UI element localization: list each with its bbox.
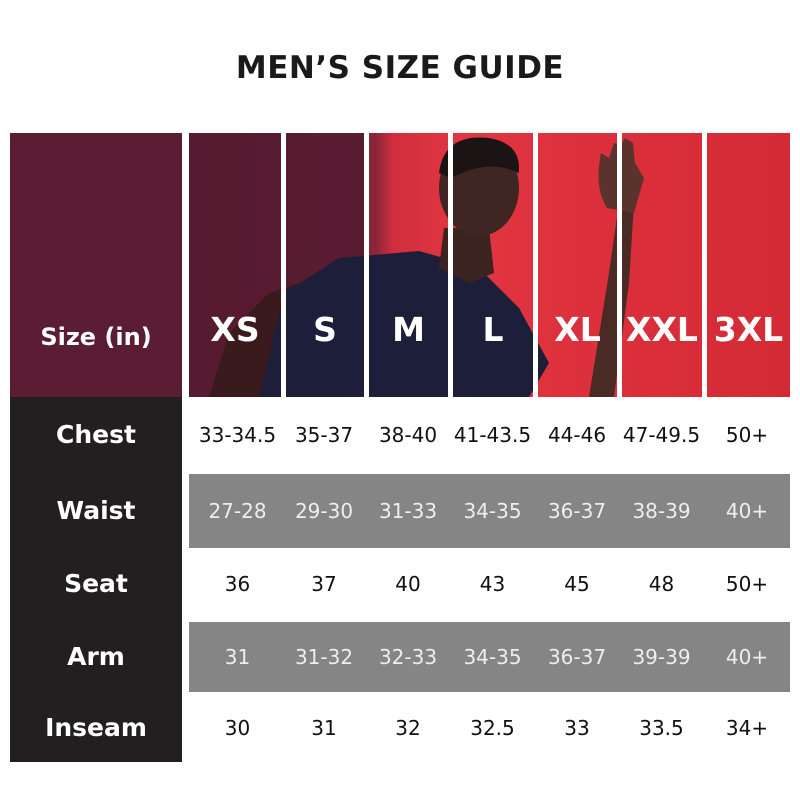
- table-cell: 31-32: [294, 645, 354, 669]
- table-cell: 33: [564, 716, 590, 740]
- table-cell: 31-33: [378, 499, 438, 523]
- table-cell: 34+: [725, 716, 769, 740]
- size-s: S: [313, 310, 337, 349]
- column-divider: [617, 133, 622, 397]
- row-label-inseam: Inseam: [45, 713, 147, 742]
- size-xs: XS: [210, 310, 260, 349]
- table-cell: 36-37: [547, 499, 607, 523]
- row-label-arm: Arm: [67, 642, 125, 671]
- size-3xl: 3XL: [713, 310, 784, 349]
- column-divider: [364, 133, 369, 397]
- table-cell: 34-35: [463, 499, 522, 523]
- size-m: M: [392, 310, 425, 349]
- row-label-column: [10, 397, 182, 762]
- table-cell: 37: [311, 572, 337, 596]
- table-cell: 38-39: [632, 499, 691, 523]
- size-l: L: [482, 310, 504, 349]
- table-cell: 40+: [725, 499, 769, 523]
- table-cell: 40+: [725, 645, 769, 669]
- table-cell: 50+: [725, 572, 769, 596]
- size-header-label: Size (in): [40, 323, 152, 351]
- model-photo: [189, 133, 790, 397]
- table-cell: 39-39: [632, 645, 691, 669]
- table-cell: 44-46: [547, 423, 607, 447]
- table-cell: 33-34.5: [198, 423, 277, 447]
- table-cell: 40: [395, 572, 421, 596]
- waist-row-band: [189, 474, 790, 548]
- size-xxl: XXL: [626, 310, 698, 349]
- table-cell: 33.5: [639, 716, 684, 740]
- table-cell: 32-33: [378, 645, 438, 669]
- table-cell: 47-49.5: [622, 423, 701, 447]
- table-cell: 27-28: [208, 499, 267, 523]
- table-cell: 32.5: [470, 716, 515, 740]
- table-cell: 50+: [725, 423, 769, 447]
- column-divider: [702, 133, 707, 397]
- column-divider: [281, 133, 286, 397]
- table-cell: 41-43.5: [453, 423, 532, 447]
- table-cell: 30: [224, 716, 251, 740]
- table-cell: 32: [395, 716, 421, 740]
- table-cell: 29-30: [294, 499, 354, 523]
- size-header-cell: Size (in): [10, 133, 182, 397]
- table-cell: 31: [311, 716, 337, 740]
- column-divider: [533, 133, 538, 397]
- table-cell: 31: [224, 645, 251, 669]
- page-title: MEN’S SIZE GUIDE: [235, 50, 565, 86]
- size-xl: XL: [554, 310, 601, 349]
- column-divider: [448, 133, 453, 397]
- arm-row-band: [189, 622, 790, 692]
- row-label-chest: Chest: [56, 420, 136, 449]
- table-cell: 48: [648, 572, 675, 596]
- table-cell: 36-37: [547, 645, 607, 669]
- table-cell: 34-35: [463, 645, 522, 669]
- table-cell: 43: [479, 572, 506, 596]
- table-cell: 35-37: [294, 423, 354, 447]
- table-cell: 36: [224, 572, 251, 596]
- column-divider: [184, 133, 189, 397]
- table-cell: 38-40: [378, 423, 438, 447]
- table-cell: 45: [564, 572, 590, 596]
- row-label-seat: Seat: [64, 569, 128, 598]
- row-label-waist: Waist: [56, 496, 136, 525]
